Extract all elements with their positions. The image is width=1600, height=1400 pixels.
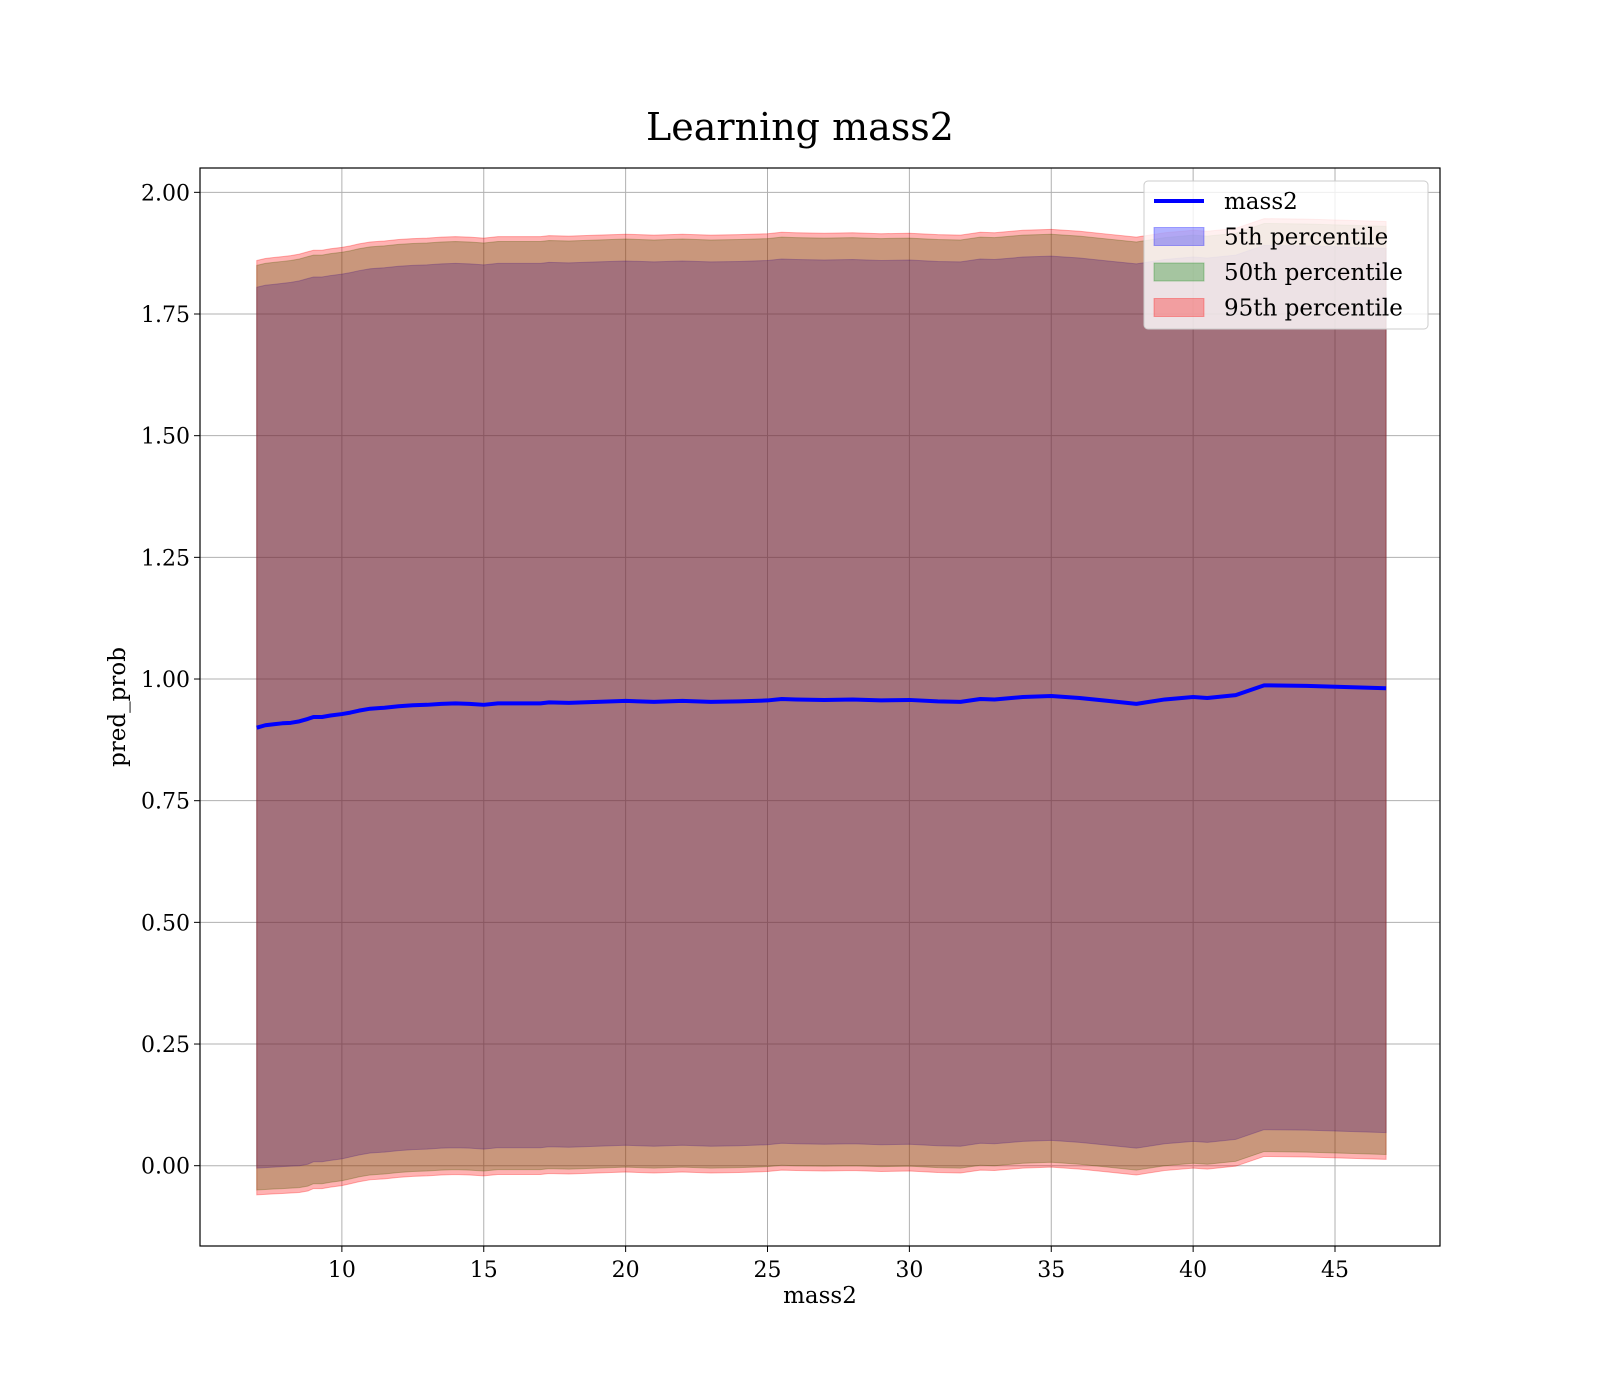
y-tick-label: 0.50 [141, 911, 190, 936]
y-tick-label: 2.00 [141, 181, 190, 206]
x-tick-label: 10 [328, 1258, 356, 1283]
band-5th-percentile [256, 244, 1387, 1169]
x-tick-label: 40 [1179, 1258, 1207, 1283]
percentile-bands [256, 218, 1387, 1196]
series-lines [256, 683, 1387, 730]
legend-label: 5th percentile [1224, 225, 1388, 251]
x-tick-label: 35 [1037, 1258, 1065, 1283]
y-tick-label: 1.25 [141, 546, 190, 571]
series-line-mass2 [256, 683, 1387, 730]
legend-label: 95th percentile [1224, 296, 1403, 322]
legend-label: mass2 [1224, 189, 1298, 215]
legend-box [1143, 180, 1429, 330]
y-tick-label: 1.75 [141, 303, 190, 328]
y-tick-label: 0.75 [141, 790, 190, 815]
y-tick-label: 0.25 [141, 1033, 190, 1058]
x-axis-ticks: 10 15 20 25 30 35 40 45 [328, 1246, 1349, 1283]
grid [200, 168, 1440, 1246]
legend-swatch [1153, 298, 1205, 317]
y-tick-label: 0.00 [141, 1155, 190, 1180]
x-tick-label: 30 [895, 1258, 923, 1283]
y-tick-label: 1.00 [141, 668, 190, 693]
plot-frame [199, 167, 1441, 1247]
y-axis-ticks: 0.00 0.25 0.50 0.75 1.00 1.25 1.50 1.75 2.00 [141, 181, 200, 1180]
x-tick-label: 45 [1321, 1258, 1349, 1283]
x-tick-label: 20 [612, 1258, 640, 1283]
band-95th-percentile [256, 218, 1387, 1196]
chart-title: Learning mass2 [646, 105, 954, 149]
legend-swatch [1153, 262, 1205, 282]
x-tick-label: 15 [470, 1258, 498, 1283]
band-50th-percentile [256, 222, 1387, 1191]
y-tick-label: 1.50 [141, 425, 190, 450]
legend: mass2 5th percentile 50th percentile 95th p… [1143, 180, 1429, 330]
y-axis-title: pred_prob [105, 647, 131, 767]
x-tick-label: 25 [754, 1258, 782, 1283]
legend-swatch [1153, 227, 1205, 246]
legend-label: 50th percentile [1224, 260, 1403, 286]
x-axis-title: mass2 [783, 1283, 857, 1309]
